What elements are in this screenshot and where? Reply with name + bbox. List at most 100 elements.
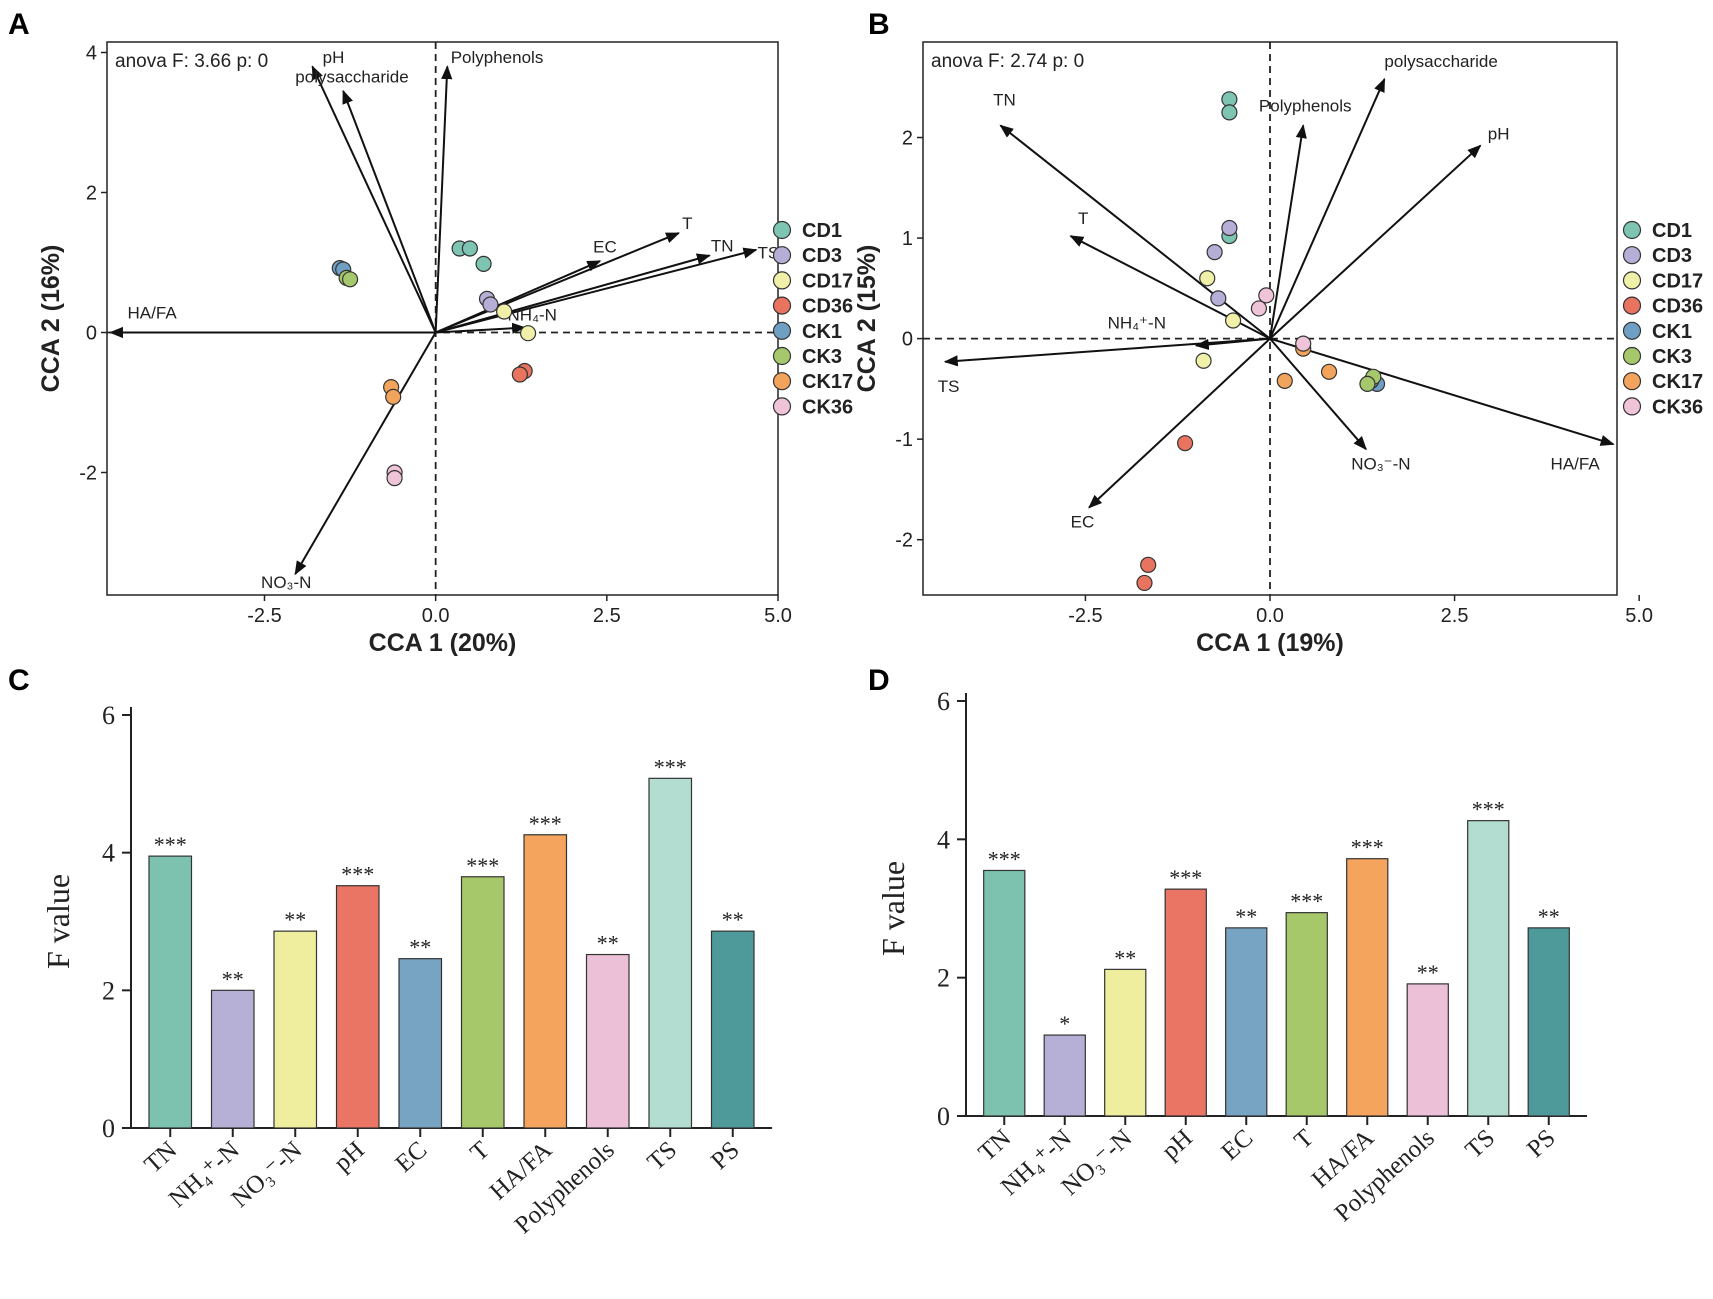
y-tick-label: -1 xyxy=(895,429,913,451)
significance-label: *** xyxy=(1472,797,1505,822)
y-tick-label: 4 xyxy=(937,825,950,854)
legend-label: CK36 xyxy=(802,396,853,418)
vector-arrow xyxy=(435,232,681,334)
bar xyxy=(460,876,505,1129)
bar xyxy=(273,930,318,1129)
anova-annotation: anova F: 2.74 p: 0 xyxy=(931,51,1084,72)
sample-point xyxy=(475,255,492,272)
sample-point xyxy=(1295,335,1312,352)
sample-point xyxy=(1140,556,1157,573)
sample-point xyxy=(1258,287,1275,304)
bar xyxy=(1043,1034,1086,1117)
legend-label: CD17 xyxy=(802,270,853,292)
y-axis-title: F value xyxy=(875,861,911,956)
vector-label: TN xyxy=(711,236,734,255)
panel-letter-a: A xyxy=(8,8,30,41)
legend-swatch xyxy=(1622,372,1642,391)
legend-label: CK3 xyxy=(1652,346,1692,368)
legend-label: CD36 xyxy=(802,296,853,318)
vector-arrow xyxy=(1269,77,1386,340)
bar xyxy=(398,958,443,1129)
significance-label: ** xyxy=(1538,904,1560,929)
category-label: PS xyxy=(1522,1124,1561,1163)
bar xyxy=(1164,888,1207,1117)
panel-letter-d: D xyxy=(868,664,890,697)
legend-swatch xyxy=(772,321,792,340)
x-tick-label: 5.0 xyxy=(1625,605,1653,627)
legend-swatch xyxy=(772,271,792,290)
vector-label: T xyxy=(682,214,692,233)
x-tick-label: 5.0 xyxy=(764,605,792,627)
category-label: TN xyxy=(139,1136,182,1178)
bar xyxy=(1225,927,1268,1117)
legend-label: CK17 xyxy=(1652,371,1703,393)
category-label: pH xyxy=(1157,1124,1198,1165)
legend-swatch xyxy=(1622,271,1642,290)
vector-arrow xyxy=(999,124,1271,340)
legend-label: CD1 xyxy=(1652,220,1692,242)
vector-label: TS xyxy=(938,377,960,396)
category-label: TS xyxy=(643,1136,683,1176)
legend-label: CD1 xyxy=(802,220,842,242)
significance-label: *** xyxy=(988,846,1021,871)
vector-label: T xyxy=(1078,209,1088,228)
plot-frame-a xyxy=(106,41,779,596)
significance-label: *** xyxy=(1290,889,1323,914)
legend-label: CD3 xyxy=(1652,245,1692,267)
significance-label: *** xyxy=(341,862,374,887)
sample-point xyxy=(1320,363,1338,380)
significance-label: ** xyxy=(284,907,306,932)
legend-swatch xyxy=(1622,220,1642,240)
vector-arrow xyxy=(1269,337,1615,446)
bar xyxy=(335,885,380,1129)
legend-label: CK3 xyxy=(802,346,842,368)
vector-label: NO₃-N xyxy=(261,573,311,592)
vector-arrow xyxy=(434,65,453,333)
y-tick-label: 0 xyxy=(86,323,97,345)
vector-label: NO₃⁻-N xyxy=(1351,454,1410,473)
significance-label: ** xyxy=(409,935,431,960)
y-tick-label: 4 xyxy=(86,43,97,65)
sample-point xyxy=(1221,104,1238,121)
bar xyxy=(710,930,755,1129)
significance-label: *** xyxy=(154,832,187,857)
bar xyxy=(1467,820,1510,1117)
vector-label: EC xyxy=(1071,513,1095,532)
category-label: TS xyxy=(1461,1124,1501,1164)
x-tick-label: 0.0 xyxy=(1256,605,1284,627)
significance-label: ** xyxy=(597,931,619,956)
category-label: T xyxy=(1289,1124,1318,1154)
sample-point xyxy=(1250,300,1268,317)
category-label: NO₃⁻-N xyxy=(226,1136,307,1213)
bar xyxy=(210,989,255,1129)
panel-letter-c: C xyxy=(8,664,30,697)
legend-swatch xyxy=(772,372,792,391)
vector-arrow xyxy=(311,65,437,333)
bar xyxy=(1527,927,1570,1117)
bar xyxy=(983,869,1026,1117)
category-label: PS xyxy=(706,1136,745,1175)
legend-label: CD17 xyxy=(1652,270,1703,292)
sample-point xyxy=(1199,270,1216,287)
legend-swatch xyxy=(1622,321,1642,340)
sample-point xyxy=(511,366,528,383)
x-axis-title: CCA 1 (19%) xyxy=(1196,629,1344,657)
sample-point xyxy=(1224,312,1242,329)
bar xyxy=(585,953,630,1129)
vector-label: pH xyxy=(1488,125,1510,144)
vector-arrow xyxy=(342,89,437,333)
legend-swatch xyxy=(772,296,792,315)
y-tick-label: 2 xyxy=(937,964,950,993)
vector-arrow xyxy=(1269,144,1482,340)
vector-label: NH₄-N xyxy=(508,306,557,325)
significance-label: *** xyxy=(529,811,562,836)
vector-label: HA/FA xyxy=(1551,454,1601,473)
y-tick-label: 2 xyxy=(86,183,97,205)
category-label: NH₄⁺-N xyxy=(164,1136,245,1213)
vector-arrow xyxy=(1269,337,1367,451)
x-tick-label: 2.5 xyxy=(1441,605,1469,627)
x-tick-label: 0.0 xyxy=(422,605,450,627)
significance-label: *** xyxy=(654,754,687,779)
legend-label: CK36 xyxy=(1652,396,1703,418)
